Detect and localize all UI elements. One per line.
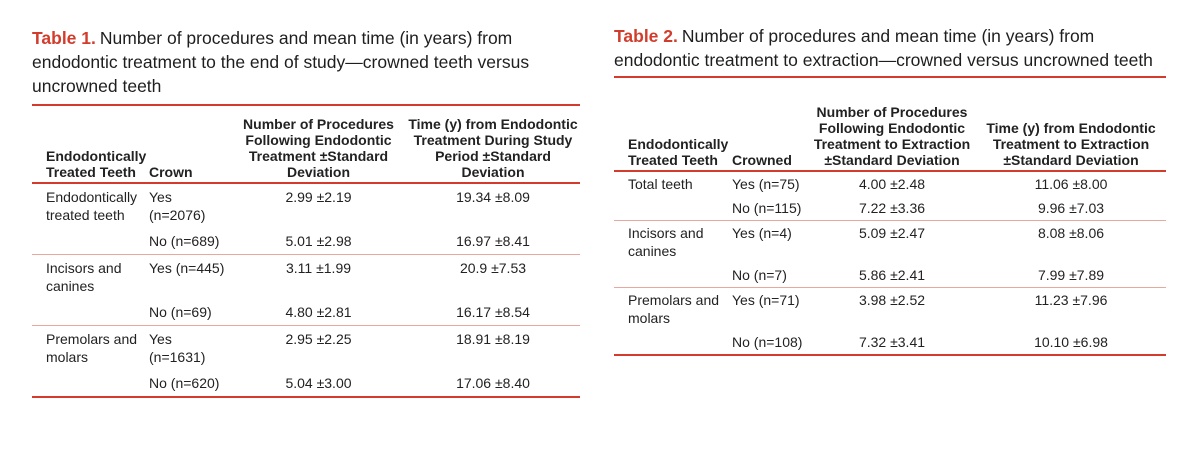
value-cell: 2.99 ±2.19: [285, 189, 352, 205]
column-header: Crown: [149, 105, 231, 184]
column-header: Time (y) from Endodontic Treatment to Ex…: [976, 77, 1166, 172]
value-cell: 4.80 ±2.81: [285, 304, 352, 320]
table-2: Table 2. Number of procedures and mean ti…: [614, 0, 1166, 356]
column-header: Number of Procedures Following Endodonti…: [808, 77, 976, 172]
table-row: Premolars and molars Yes (n=71) 3.98 ±2.…: [614, 287, 1166, 330]
column-header: Endodontically Treated Teeth: [32, 105, 149, 184]
group-cell: Incisors and canines: [614, 220, 732, 263]
group-cell: Total teeth: [628, 176, 693, 192]
table-row: Total teeth Yes (n=75) 4.00 ±2.48 11.06 …: [614, 171, 1166, 196]
crown-cell: No (n=7): [732, 267, 787, 283]
group-cell: [614, 196, 732, 221]
value-cell: 16.17 ±8.54: [456, 304, 530, 320]
crown-cell: Yes (n=2076): [149, 189, 206, 223]
group-cell: Endodontically treated teeth: [46, 189, 138, 223]
value-cell: 11.06 ±8.00: [1034, 176, 1108, 192]
table-row: No (n=689) 5.01 ±2.98 16.97 ±8.41: [32, 228, 580, 255]
table-1-label: Table 1.: [32, 28, 96, 48]
value-cell: 8.08 ±8.06: [976, 220, 1166, 263]
table-row: No (n=7) 5.86 ±2.41 7.99 ±7.89: [614, 263, 1166, 288]
value-cell: 16.97 ±8.41: [456, 233, 530, 249]
group-cell: [614, 263, 732, 288]
crown-cell: Yes (n=71): [732, 287, 808, 330]
crown-cell: No (n=620): [149, 375, 220, 391]
table-row: No (n=69) 4.80 ±2.81 16.17 ±8.54: [32, 299, 580, 326]
table-row: Endodontically treated teeth Yes (n=2076…: [32, 183, 580, 228]
crown-cell: No (n=115): [732, 200, 802, 216]
value-cell: 18.91 ±8.19: [406, 325, 580, 370]
group-cell: [32, 299, 149, 326]
value-cell: 17.06 ±8.40: [456, 375, 530, 391]
column-header: Time (y) from Endodontic Treatment Durin…: [406, 105, 580, 184]
column-header: Endodontically Treated Teeth: [614, 77, 732, 172]
value-cell: 2.95 ±2.25: [231, 325, 406, 370]
table-2-grid: Endodontically Treated Teeth Crowned Num…: [614, 76, 1166, 356]
value-cell: 10.10 ±6.98: [1034, 334, 1108, 350]
table-row: Incisors and canines Yes (n=4) 5.09 ±2.4…: [614, 220, 1166, 263]
value-cell: 7.99 ±7.89: [1037, 267, 1105, 283]
value-cell: 20.9 ±7.53: [406, 254, 580, 299]
table-1-caption: Table 1. Number of procedures and mean ti…: [32, 26, 580, 98]
table-1-grid: Endodontically Treated Teeth Crown Numbe…: [32, 104, 580, 398]
value-cell: 5.04 ±3.00: [285, 375, 352, 391]
table-1-title: Number of procedures and mean time (in y…: [32, 28, 530, 96]
group-cell: Incisors and canines: [32, 254, 149, 299]
group-cell: [32, 370, 149, 397]
value-cell: 7.22 ±3.36: [858, 200, 926, 216]
table-row: No (n=108) 7.32 ±3.41 10.10 ±6.98: [614, 330, 1166, 355]
crown-cell: No (n=69): [149, 304, 212, 320]
crown-cell: Yes (n=4): [732, 220, 808, 263]
value-cell: 19.34 ±8.09: [456, 189, 530, 205]
table-1: Table 1. Number of procedures and mean ti…: [32, 0, 580, 398]
column-header: Crowned: [732, 77, 808, 172]
crown-cell: Yes (n=445): [149, 254, 231, 299]
value-cell: 7.32 ±3.41: [858, 334, 926, 350]
crown-cell: No (n=689): [149, 233, 220, 249]
group-cell: [614, 330, 732, 355]
crown-cell: Yes (n=75): [732, 176, 800, 192]
table-2-header-row: Endodontically Treated Teeth Crowned Num…: [614, 77, 1166, 172]
value-cell: 3.98 ±2.52: [808, 287, 976, 330]
crown-cell: No (n=108): [732, 334, 803, 350]
table-2-caption: Table 2. Number of procedures and mean ti…: [614, 24, 1166, 72]
table-2-title: Number of procedures and mean time (in y…: [614, 26, 1153, 70]
value-cell: 5.86 ±2.41: [858, 267, 926, 283]
table-1-header-row: Endodontically Treated Teeth Crown Numbe…: [32, 105, 580, 184]
group-cell: [32, 228, 149, 255]
value-cell: 4.00 ±2.48: [858, 176, 926, 192]
table-2-label: Table 2.: [614, 26, 678, 46]
table-row: Incisors and canines Yes (n=445) 3.11 ±1…: [32, 254, 580, 299]
crown-cell: Yes (n=1631): [149, 325, 231, 370]
table-row: No (n=115) 7.22 ±3.36 9.96 ±7.03: [614, 196, 1166, 221]
table-row: No (n=620) 5.04 ±3.00 17.06 ±8.40: [32, 370, 580, 397]
group-cell: Premolars and molars: [614, 287, 732, 330]
value-cell: 11.23 ±7.96: [976, 287, 1166, 330]
value-cell: 5.09 ±2.47: [808, 220, 976, 263]
column-header: Number of Procedures Following Endodonti…: [231, 105, 406, 184]
value-cell: 5.01 ±2.98: [285, 233, 352, 249]
value-cell: 9.96 ±7.03: [1037, 200, 1105, 216]
table-row: Premolars and molars Yes (n=1631) 2.95 ±…: [32, 325, 580, 370]
group-cell: Premolars and molars: [32, 325, 149, 370]
value-cell: 3.11 ±1.99: [231, 254, 406, 299]
